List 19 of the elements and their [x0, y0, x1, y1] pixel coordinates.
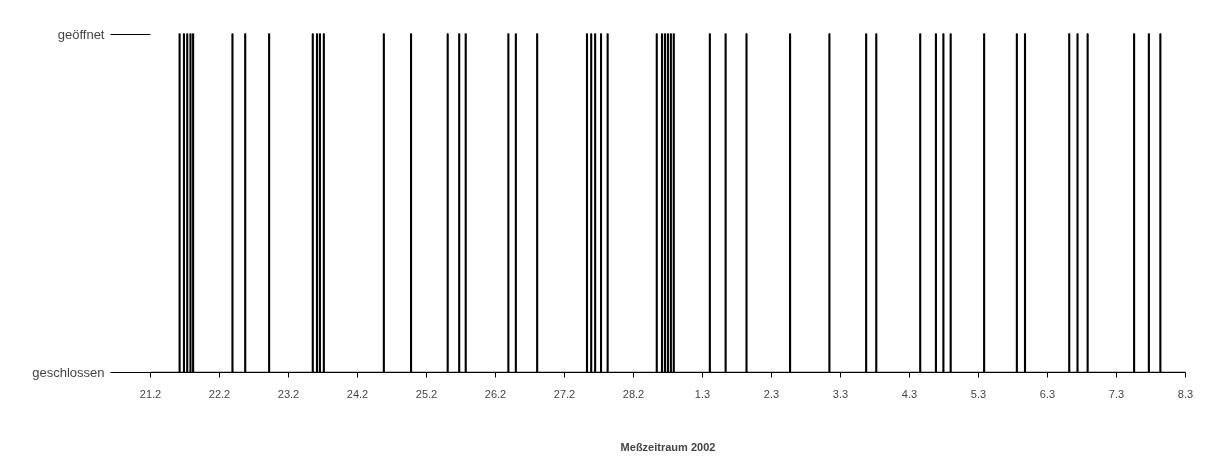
text: geöffnet — [57, 26, 105, 42]
x-axis-title: Meßzeitraum 2002 — [620, 440, 716, 453]
x-tick-label: 4.3 — [901, 387, 918, 400]
x-tick-label: 28.2 — [622, 387, 645, 400]
x-tick-label: 23.2 — [277, 387, 300, 400]
text: geschlossen — [32, 365, 105, 380]
x-tick-label: 25.2 — [415, 387, 438, 400]
x-tick-label: 21.2 — [139, 387, 162, 400]
x-tick-label: 7.3 — [1108, 387, 1125, 400]
x-tick-label: 3.3 — [832, 387, 849, 400]
x-tick-label: 24.2 — [346, 387, 369, 400]
x-tick-label: 1.3 — [694, 387, 711, 400]
x-tick-label: 2.3 — [763, 387, 780, 400]
x-tick-label: 26.2 — [484, 387, 507, 400]
x-tick-label: 8.3 — [1177, 387, 1194, 400]
x-tick-label: 6.3 — [1039, 387, 1056, 400]
x-tick-label: 22.2 — [208, 387, 231, 400]
x-tick-label: 27.2 — [553, 387, 576, 400]
x-tick-label: 5.3 — [970, 387, 987, 400]
